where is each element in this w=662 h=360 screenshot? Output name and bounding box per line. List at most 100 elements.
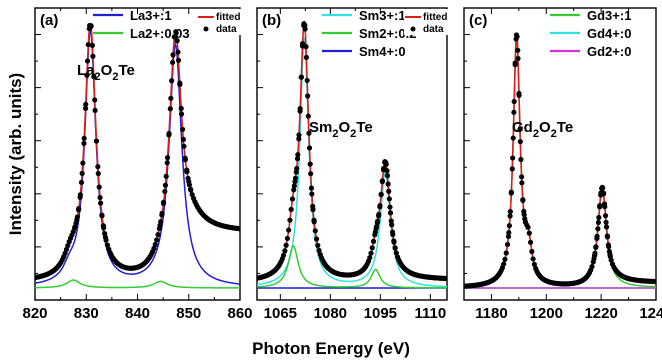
panel-c: 1180120012201240(c)Gd2O2TeGd3+:1Gd4+:0Gd… bbox=[463, 7, 662, 322]
data-point bbox=[593, 244, 599, 250]
data-point bbox=[605, 242, 612, 248]
data-point bbox=[391, 239, 397, 245]
data-point bbox=[84, 58, 91, 64]
legend-entry: La2+:0.03 bbox=[130, 26, 190, 41]
data-point bbox=[102, 234, 109, 240]
data-point bbox=[385, 181, 391, 187]
data-point bbox=[308, 185, 315, 191]
data-point bbox=[444, 275, 447, 282]
data-point bbox=[309, 191, 315, 197]
compound-label: Sm2O2Te bbox=[309, 119, 373, 140]
data-point bbox=[370, 238, 377, 244]
data-point bbox=[505, 233, 512, 240]
data-point bbox=[184, 169, 190, 175]
data-point bbox=[386, 188, 392, 194]
data-point bbox=[517, 126, 523, 132]
data-point bbox=[79, 170, 85, 176]
data-point bbox=[180, 136, 186, 142]
data-point bbox=[530, 256, 536, 262]
data-point bbox=[104, 242, 111, 248]
compound-label-part: O bbox=[539, 119, 551, 136]
fitted-label: fitted bbox=[216, 12, 240, 23]
data-point bbox=[180, 126, 186, 132]
data-point bbox=[527, 239, 534, 245]
data-point bbox=[296, 132, 302, 138]
data-point bbox=[303, 44, 309, 50]
data-point bbox=[96, 184, 102, 190]
data-point bbox=[77, 192, 83, 198]
data-point bbox=[95, 164, 101, 170]
data-point bbox=[82, 105, 89, 111]
data-point bbox=[372, 229, 378, 235]
data-point bbox=[507, 208, 513, 215]
data-point bbox=[154, 237, 160, 243]
x-tick-label: 1080 bbox=[314, 305, 347, 322]
data-point bbox=[506, 223, 512, 229]
compound-label-part: Te bbox=[557, 119, 573, 136]
data-point bbox=[93, 138, 100, 144]
compound-label-part: Gd bbox=[512, 119, 533, 136]
x-axis-label: Photon Energy (eV) bbox=[252, 339, 410, 358]
x-tick-label: 1065 bbox=[264, 305, 297, 322]
data-point bbox=[288, 206, 294, 213]
data-point bbox=[389, 222, 395, 228]
data-point bbox=[504, 241, 511, 248]
data-point bbox=[296, 136, 302, 142]
data-point bbox=[519, 174, 525, 180]
data-point bbox=[387, 204, 393, 210]
panel-a: 820 830 840 850 860(a)La2O2TeLa3+:1La2+:0.03… bbox=[22, 7, 253, 322]
data-point bbox=[95, 170, 101, 177]
data-point bbox=[162, 182, 169, 188]
data-point bbox=[286, 227, 292, 233]
data-point bbox=[310, 207, 316, 213]
data-point bbox=[384, 168, 390, 174]
data-point bbox=[287, 217, 293, 223]
data-point bbox=[308, 171, 314, 177]
compound-label-part: 2 bbox=[332, 128, 338, 140]
data-point bbox=[601, 201, 608, 207]
data-point bbox=[168, 95, 174, 101]
data-point bbox=[367, 255, 373, 261]
data-point bbox=[369, 245, 375, 251]
data-point bbox=[384, 173, 391, 179]
data-point bbox=[597, 203, 603, 209]
data-point bbox=[510, 135, 516, 141]
data-swatch bbox=[203, 26, 209, 32]
data-point bbox=[392, 245, 398, 251]
x-tick-label: 850 bbox=[176, 305, 201, 322]
plot-area bbox=[464, 32, 656, 289]
data-point bbox=[85, 41, 91, 48]
data-point bbox=[294, 156, 301, 162]
data-point bbox=[378, 191, 384, 197]
data-point bbox=[387, 210, 394, 216]
data-point bbox=[81, 135, 87, 141]
data-point bbox=[526, 230, 532, 236]
data-point bbox=[291, 187, 297, 193]
data-point bbox=[393, 250, 399, 256]
compound-label: Gd2O2Te bbox=[512, 119, 573, 140]
data-point bbox=[292, 175, 299, 181]
data-point bbox=[377, 202, 383, 209]
compound-label: La2O2Te bbox=[77, 62, 135, 83]
data-point bbox=[151, 245, 157, 252]
panel-label: (b) bbox=[262, 12, 281, 29]
data-point bbox=[604, 234, 611, 240]
data-point bbox=[78, 179, 85, 186]
data-point bbox=[368, 250, 374, 256]
compound-label-part: 2 bbox=[551, 128, 557, 140]
data-point bbox=[529, 248, 535, 255]
data-point bbox=[178, 111, 185, 117]
data-point bbox=[514, 34, 520, 40]
data-point bbox=[169, 78, 175, 84]
data-point bbox=[520, 197, 526, 203]
data-point bbox=[175, 49, 181, 55]
data-point bbox=[164, 155, 171, 161]
data-point bbox=[388, 218, 394, 224]
data-point bbox=[508, 190, 514, 196]
series-Gd3plus-line bbox=[464, 35, 656, 288]
data-point bbox=[379, 179, 385, 185]
data-point bbox=[289, 196, 296, 202]
compound-label-part: Te bbox=[356, 119, 372, 136]
data-point bbox=[175, 57, 182, 63]
data-point bbox=[298, 74, 304, 80]
